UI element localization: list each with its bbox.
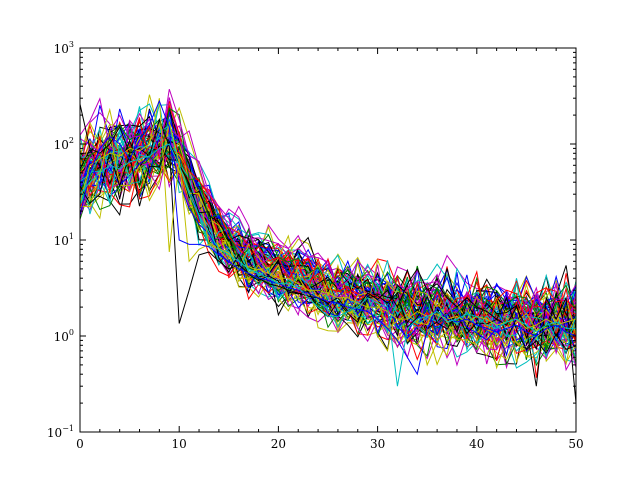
series-line-notable-0 <box>80 104 576 404</box>
x-tick-label: 40 <box>469 437 484 451</box>
series-line-82 <box>80 121 576 364</box>
series-line-notable-1 <box>80 98 576 329</box>
y-tick-labels: 10−1 100 101 102 103 <box>47 40 74 440</box>
x-tick-label: 50 <box>568 437 583 451</box>
plot-frame <box>79 47 577 433</box>
x-tick-label: 10 <box>172 437 187 451</box>
y-tick-label: 10−1 <box>47 424 74 440</box>
series-line-39 <box>80 138 576 370</box>
x-tick-label: 20 <box>271 437 286 451</box>
x-tick-label: 0 <box>76 437 84 451</box>
y-tick-label: 100 <box>54 328 74 344</box>
y-tick-label: 102 <box>54 136 74 152</box>
series-line-81 <box>80 88 576 333</box>
tick-layer <box>79 47 577 433</box>
series-layer <box>80 88 576 404</box>
x-tick-labels: 0 10 20 30 40 50 <box>76 437 583 451</box>
y-tick-label: 101 <box>54 232 74 248</box>
series-line-notable-3 <box>80 143 576 387</box>
y-tick-label: 103 <box>54 40 74 56</box>
x-tick-label: 30 <box>370 437 385 451</box>
series-line-notable-2 <box>80 99 576 376</box>
